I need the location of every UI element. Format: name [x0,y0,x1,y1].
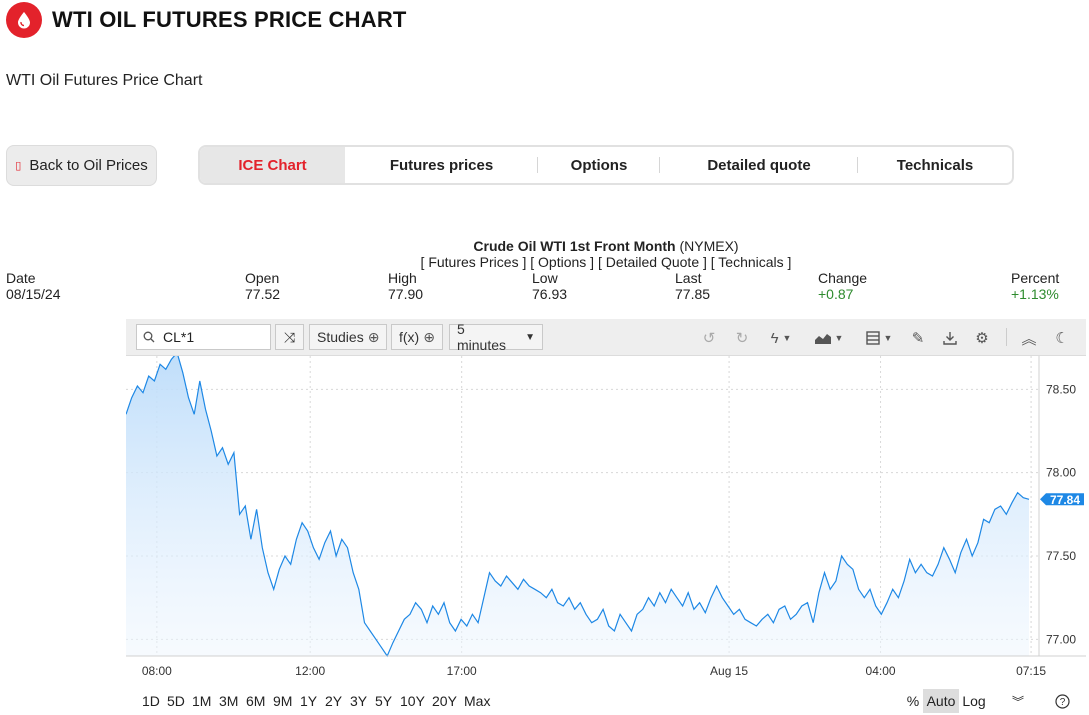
y-tick-label: 77.50 [1046,549,1076,563]
symbol-search-input[interactable]: CL*1 [136,324,271,350]
last-price-label: 77.84 [1040,493,1084,507]
stat-percent: Percent +1.13% [1011,270,1060,302]
exchange-label: (NYMEX) [679,238,739,254]
chevron-down-icon: ▼ [525,331,535,343]
range-5d[interactable]: 5D [167,693,185,709]
fx-button[interactable]: f(x) ⊕ [391,324,443,350]
range-2y[interactable]: 2Y [325,693,343,709]
y-tick-label: 78.00 [1046,466,1076,480]
undo-icon[interactable]: ↺ [702,330,716,347]
page-title: WTI OIL FUTURES PRICE CHART [52,7,407,32]
svg-text:?: ? [1059,697,1065,708]
search-icon [143,331,155,343]
range-9m[interactable]: 9M [273,693,293,709]
shuffle-icon: ⤨ [283,328,296,345]
svg-text:77.84: 77.84 [1050,493,1080,507]
quote-title: Crude Oil WTI 1st Front Month (NYMEX) [0,238,1089,254]
add-circle-icon: ⊕ [423,328,435,345]
range-1d[interactable]: 1D [142,693,160,709]
chart-tabs: ICE Chart Futures prices Options Detaile… [198,145,1014,185]
y-tick-label: 77.00 [1046,632,1076,646]
range-5y[interactable]: 5Y [375,693,393,709]
chart-type-icon[interactable]: ▼ [812,328,846,348]
stat-last: Last 77.85 [675,270,711,302]
y-tick-label: 78.50 [1046,382,1076,396]
range-max[interactable]: Max [464,693,491,709]
scale-log[interactable]: Log [962,693,986,709]
range-3y[interactable]: 3Y [350,693,368,709]
studies-button[interactable]: Studies ⊕ [309,324,388,350]
x-tick-label: 12:00 [295,664,325,678]
collapse-icon[interactable]: ︽ [1021,330,1037,348]
price-line [126,356,1030,658]
stat-low: Low 76.93 [532,270,568,302]
tab-technicals[interactable]: Technicals [896,156,974,174]
range-selector: 1D 5D 1M 3M 6M 9M 1Y 2Y 3Y 5Y 10Y 20Y Ma… [126,688,1086,714]
compare-button[interactable]: ⤨ [275,324,304,350]
x-tick-label: 17:00 [447,664,477,678]
page-subtitle: WTI Oil Futures Price Chart [6,72,203,89]
layout-icon[interactable]: ▼ [862,328,896,348]
lightning-icon[interactable]: ϟ ▼ [770,329,792,347]
quote-links[interactable]: [ Futures Prices ] [ Options ] [ Detaile… [420,254,792,270]
x-tick-label: 04:00 [866,664,896,678]
range-1m[interactable]: 1M [192,693,212,709]
instrument-name: Crude Oil WTI 1st Front Month [473,238,676,254]
add-circle-icon: ⊕ [367,328,380,345]
download-icon[interactable] [940,328,960,348]
gear-icon[interactable]: ⚙ [975,330,989,347]
stat-open: Open 77.52 [245,270,281,302]
help-icon[interactable]: ? [1051,689,1073,713]
price-area [126,356,1029,656]
stat-date: Date 08/15/24 [6,270,61,302]
range-1y[interactable]: 1Y [300,693,318,709]
tab-detailed-quote[interactable]: Detailed quote [660,147,858,183]
chart-toolbar: CL*1 ⤨ Studies ⊕ f(x) ⊕ 5 minutes ▼ ↺ ↻ ϟ ▼ … [126,319,1086,356]
range-3m[interactable]: 3M [219,693,239,709]
pencil-icon[interactable]: ✎ [911,330,925,347]
tab-options[interactable]: Options [538,147,660,183]
stat-high: High 77.90 [388,270,424,302]
tab-ice-chart[interactable]: ICE Chart [200,147,345,183]
range-10y[interactable]: 10Y [400,693,425,709]
back-button-label: Back to Oil Prices [29,157,148,174]
back-icon: ▯ [15,160,22,172]
x-tick-label: 08:00 [142,664,172,678]
scale-percent[interactable]: % [906,693,920,709]
page-header: WTI OIL FUTURES PRICE CHART [6,1,407,39]
redo-icon[interactable]: ↻ [735,330,749,347]
price-chart[interactable]: 78.50 78.00 77.50 77.00 08:00 12:00 17:00 Aug … [126,356,1086,683]
tab-futures-prices[interactable]: Futures prices [345,147,538,183]
range-20y[interactable]: 20Y [432,693,457,709]
back-to-oil-prices-button[interactable]: ▯ Back to Oil Prices [6,145,157,186]
x-tick-label: 07:15 [1016,664,1046,678]
chevrons-down-icon[interactable]: ︾ [1011,694,1024,709]
moon-icon[interactable]: ☾ [1055,330,1069,347]
x-tick-label: Aug 15 [710,664,748,678]
range-6m[interactable]: 6M [246,693,266,709]
interval-dropdown[interactable]: 5 minutes ▼ [449,321,543,353]
oil-drop-icon [6,2,42,38]
scale-auto[interactable]: Auto [923,689,959,713]
stat-change: Change +0.87 [818,270,868,302]
